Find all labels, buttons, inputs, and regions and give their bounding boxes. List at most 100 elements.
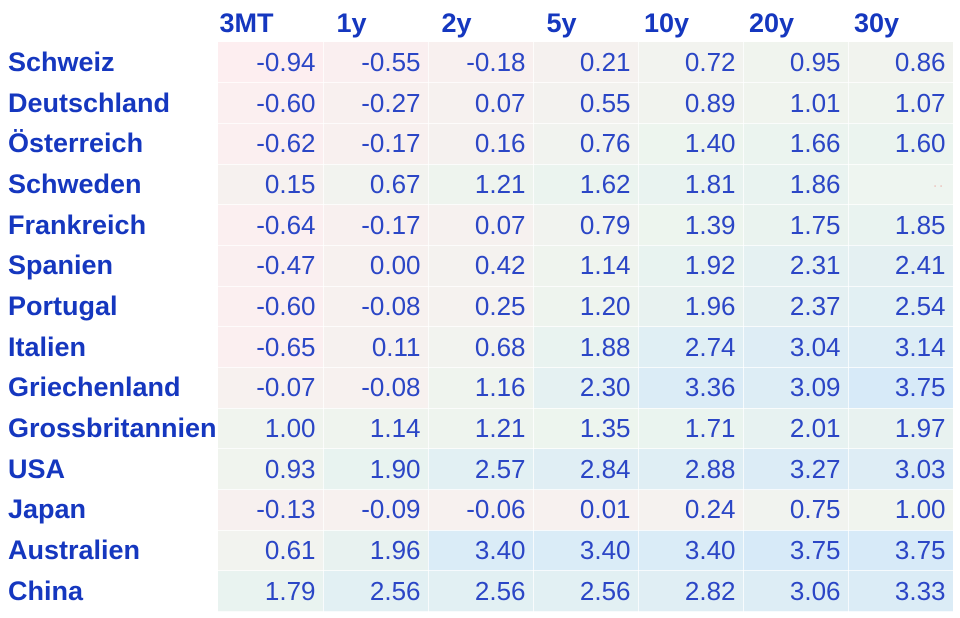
value-cell: 1.85 bbox=[848, 204, 954, 246]
value-cell: 0.61 bbox=[218, 530, 324, 572]
column-header-10y: 10y bbox=[638, 4, 743, 42]
column-header-label: 2y bbox=[441, 7, 472, 38]
row-label: Japan bbox=[0, 489, 218, 531]
value-cell: 3.33 bbox=[848, 570, 954, 613]
value-cell: 3.40 bbox=[428, 530, 534, 572]
table-row: USA 0.93 1.90 2.57 2.84 2.88 3.27 3.03 bbox=[0, 448, 954, 491]
value-cell: 2.31 bbox=[743, 245, 849, 287]
column-header-label: 1y bbox=[336, 7, 367, 38]
value-cell: 0.76 bbox=[533, 123, 639, 165]
value-cell: -0.55 bbox=[323, 42, 429, 84]
value-cell: 2.30 bbox=[533, 367, 639, 409]
value-cell: -0.06 bbox=[428, 489, 534, 531]
value-cell: 0.25 bbox=[428, 286, 534, 328]
column-header-label: 5y bbox=[546, 7, 577, 38]
value-cell: -0.27 bbox=[323, 82, 429, 124]
value-cell: -0.08 bbox=[323, 367, 429, 409]
value-cell: 3.75 bbox=[848, 530, 954, 572]
value-cell: 1.79 bbox=[218, 570, 324, 613]
value-cell: 2.56 bbox=[323, 570, 429, 613]
value-cell: 2.54 bbox=[848, 286, 954, 328]
value-cell: -0.62 bbox=[218, 123, 324, 165]
table-row: Portugal -0.60 -0.08 0.25 1.20 1.96 2.37 2.54 bbox=[0, 286, 954, 328]
value-cell: -0.60 bbox=[218, 286, 324, 328]
value-cell: 2.37 bbox=[743, 286, 849, 328]
value-cell: 1.20 bbox=[533, 286, 639, 328]
value-cell: 0.55 bbox=[533, 82, 639, 124]
value-cell: 2.56 bbox=[533, 570, 639, 613]
column-header-label: 3MT bbox=[219, 7, 274, 38]
value-cell: 1.60 bbox=[848, 123, 954, 165]
table-row: Australien 0.61 1.96 3.40 3.40 3.40 3.75 3.75 bbox=[0, 530, 954, 572]
table-row: Italien -0.65 0.11 0.68 1.88 2.74 3.04 3.14 bbox=[0, 326, 954, 368]
value-cell: 1.14 bbox=[323, 408, 429, 450]
value-cell: 1.00 bbox=[218, 408, 324, 450]
value-cell: 1.96 bbox=[638, 286, 744, 328]
value-cell: 2.41 bbox=[848, 245, 954, 287]
value-cell: 3.03 bbox=[848, 448, 954, 491]
table-row: Österreich -0.62 -0.17 0.16 0.76 1.40 1.66 1.60 bbox=[0, 123, 954, 165]
row-label: Spanien bbox=[0, 245, 218, 287]
row-label: Deutschland bbox=[0, 82, 218, 124]
value-cell: 0.16 bbox=[428, 123, 534, 165]
value-cell: 3.36 bbox=[638, 367, 744, 409]
table-row: China 1.79 2.56 2.56 2.56 2.82 3.06 3.33 bbox=[0, 570, 954, 613]
column-header-20y: 20y bbox=[743, 4, 848, 42]
value-cell: 1.96 bbox=[323, 530, 429, 572]
value-cell: 3.06 bbox=[743, 570, 849, 613]
value-cell: -0.94 bbox=[218, 42, 324, 84]
value-cell: -0.65 bbox=[218, 326, 324, 368]
table-row: Griechenland -0.07 -0.08 1.16 2.30 3.36 3.09 3.… bbox=[0, 367, 954, 409]
row-label: Australien bbox=[0, 530, 218, 571]
header-row: 3MT 1y 2y 5y 10y 20y 30y bbox=[0, 4, 953, 42]
column-header-5y: 5y bbox=[533, 4, 638, 42]
column-header-1y: 1y bbox=[323, 4, 428, 42]
table-row: Schweiz -0.94 -0.55 -0.18 0.21 0.72 0.95 0.86 bbox=[0, 42, 954, 84]
value-cell: 2.82 bbox=[638, 570, 744, 613]
value-cell: 1.90 bbox=[323, 448, 429, 491]
value-cell: 0.67 bbox=[323, 164, 429, 206]
value-cell: 0.00 bbox=[323, 245, 429, 287]
value-cell: 2.88 bbox=[638, 448, 744, 491]
value-cell: 3.14 bbox=[848, 326, 954, 368]
value-cell: 1.00 bbox=[848, 489, 954, 531]
value-cell: 3.40 bbox=[533, 530, 639, 572]
value-cell: -0.60 bbox=[218, 82, 324, 124]
value-cell: 0.93 bbox=[218, 448, 324, 491]
value-cell: -0.17 bbox=[323, 204, 429, 246]
value-cell: 0.15 bbox=[218, 164, 324, 206]
value-cell: 0.79 bbox=[533, 204, 639, 246]
value-cell: 0.86 bbox=[848, 42, 954, 84]
row-label: Schweiz bbox=[0, 42, 218, 83]
value-cell: ·· bbox=[848, 164, 954, 206]
value-cell: 1.97 bbox=[848, 408, 954, 450]
value-cell: 0.95 bbox=[743, 42, 849, 84]
table-row: Japan -0.13 -0.09 -0.06 0.01 0.24 0.75 1.00 bbox=[0, 489, 954, 531]
value-cell: 0.75 bbox=[743, 489, 849, 531]
value-cell: 1.88 bbox=[533, 326, 639, 368]
row-label: China bbox=[0, 570, 218, 612]
table-row: Deutschland -0.60 -0.27 0.07 0.55 0.89 1.01 1.0… bbox=[0, 82, 954, 124]
value-cell: 3.04 bbox=[743, 326, 849, 368]
value-cell: 1.07 bbox=[848, 82, 954, 124]
row-label: Österreich bbox=[0, 123, 218, 165]
row-label: Griechenland bbox=[0, 367, 218, 409]
row-label: Grossbritannien bbox=[0, 408, 218, 449]
value-cell: 0.89 bbox=[638, 82, 744, 124]
value-cell: 1.14 bbox=[533, 245, 639, 287]
value-cell: 1.21 bbox=[428, 164, 534, 206]
value-cell: -0.18 bbox=[428, 42, 534, 84]
value-cell: -0.64 bbox=[218, 204, 324, 246]
faint-dots-artifact: ·· bbox=[933, 179, 946, 194]
column-header-label: 30y bbox=[853, 7, 900, 38]
value-cell: 2.01 bbox=[743, 408, 849, 450]
column-header-2y: 2y bbox=[428, 4, 533, 42]
row-label: Portugal bbox=[0, 286, 218, 327]
value-cell: 0.21 bbox=[533, 42, 639, 84]
value-cell: 0.72 bbox=[638, 42, 744, 84]
value-cell: 1.35 bbox=[533, 408, 639, 450]
value-cell: 1.39 bbox=[638, 204, 744, 246]
value-cell: 3.75 bbox=[743, 530, 849, 572]
value-cell: 3.27 bbox=[743, 448, 849, 491]
value-cell: 1.92 bbox=[638, 245, 744, 287]
